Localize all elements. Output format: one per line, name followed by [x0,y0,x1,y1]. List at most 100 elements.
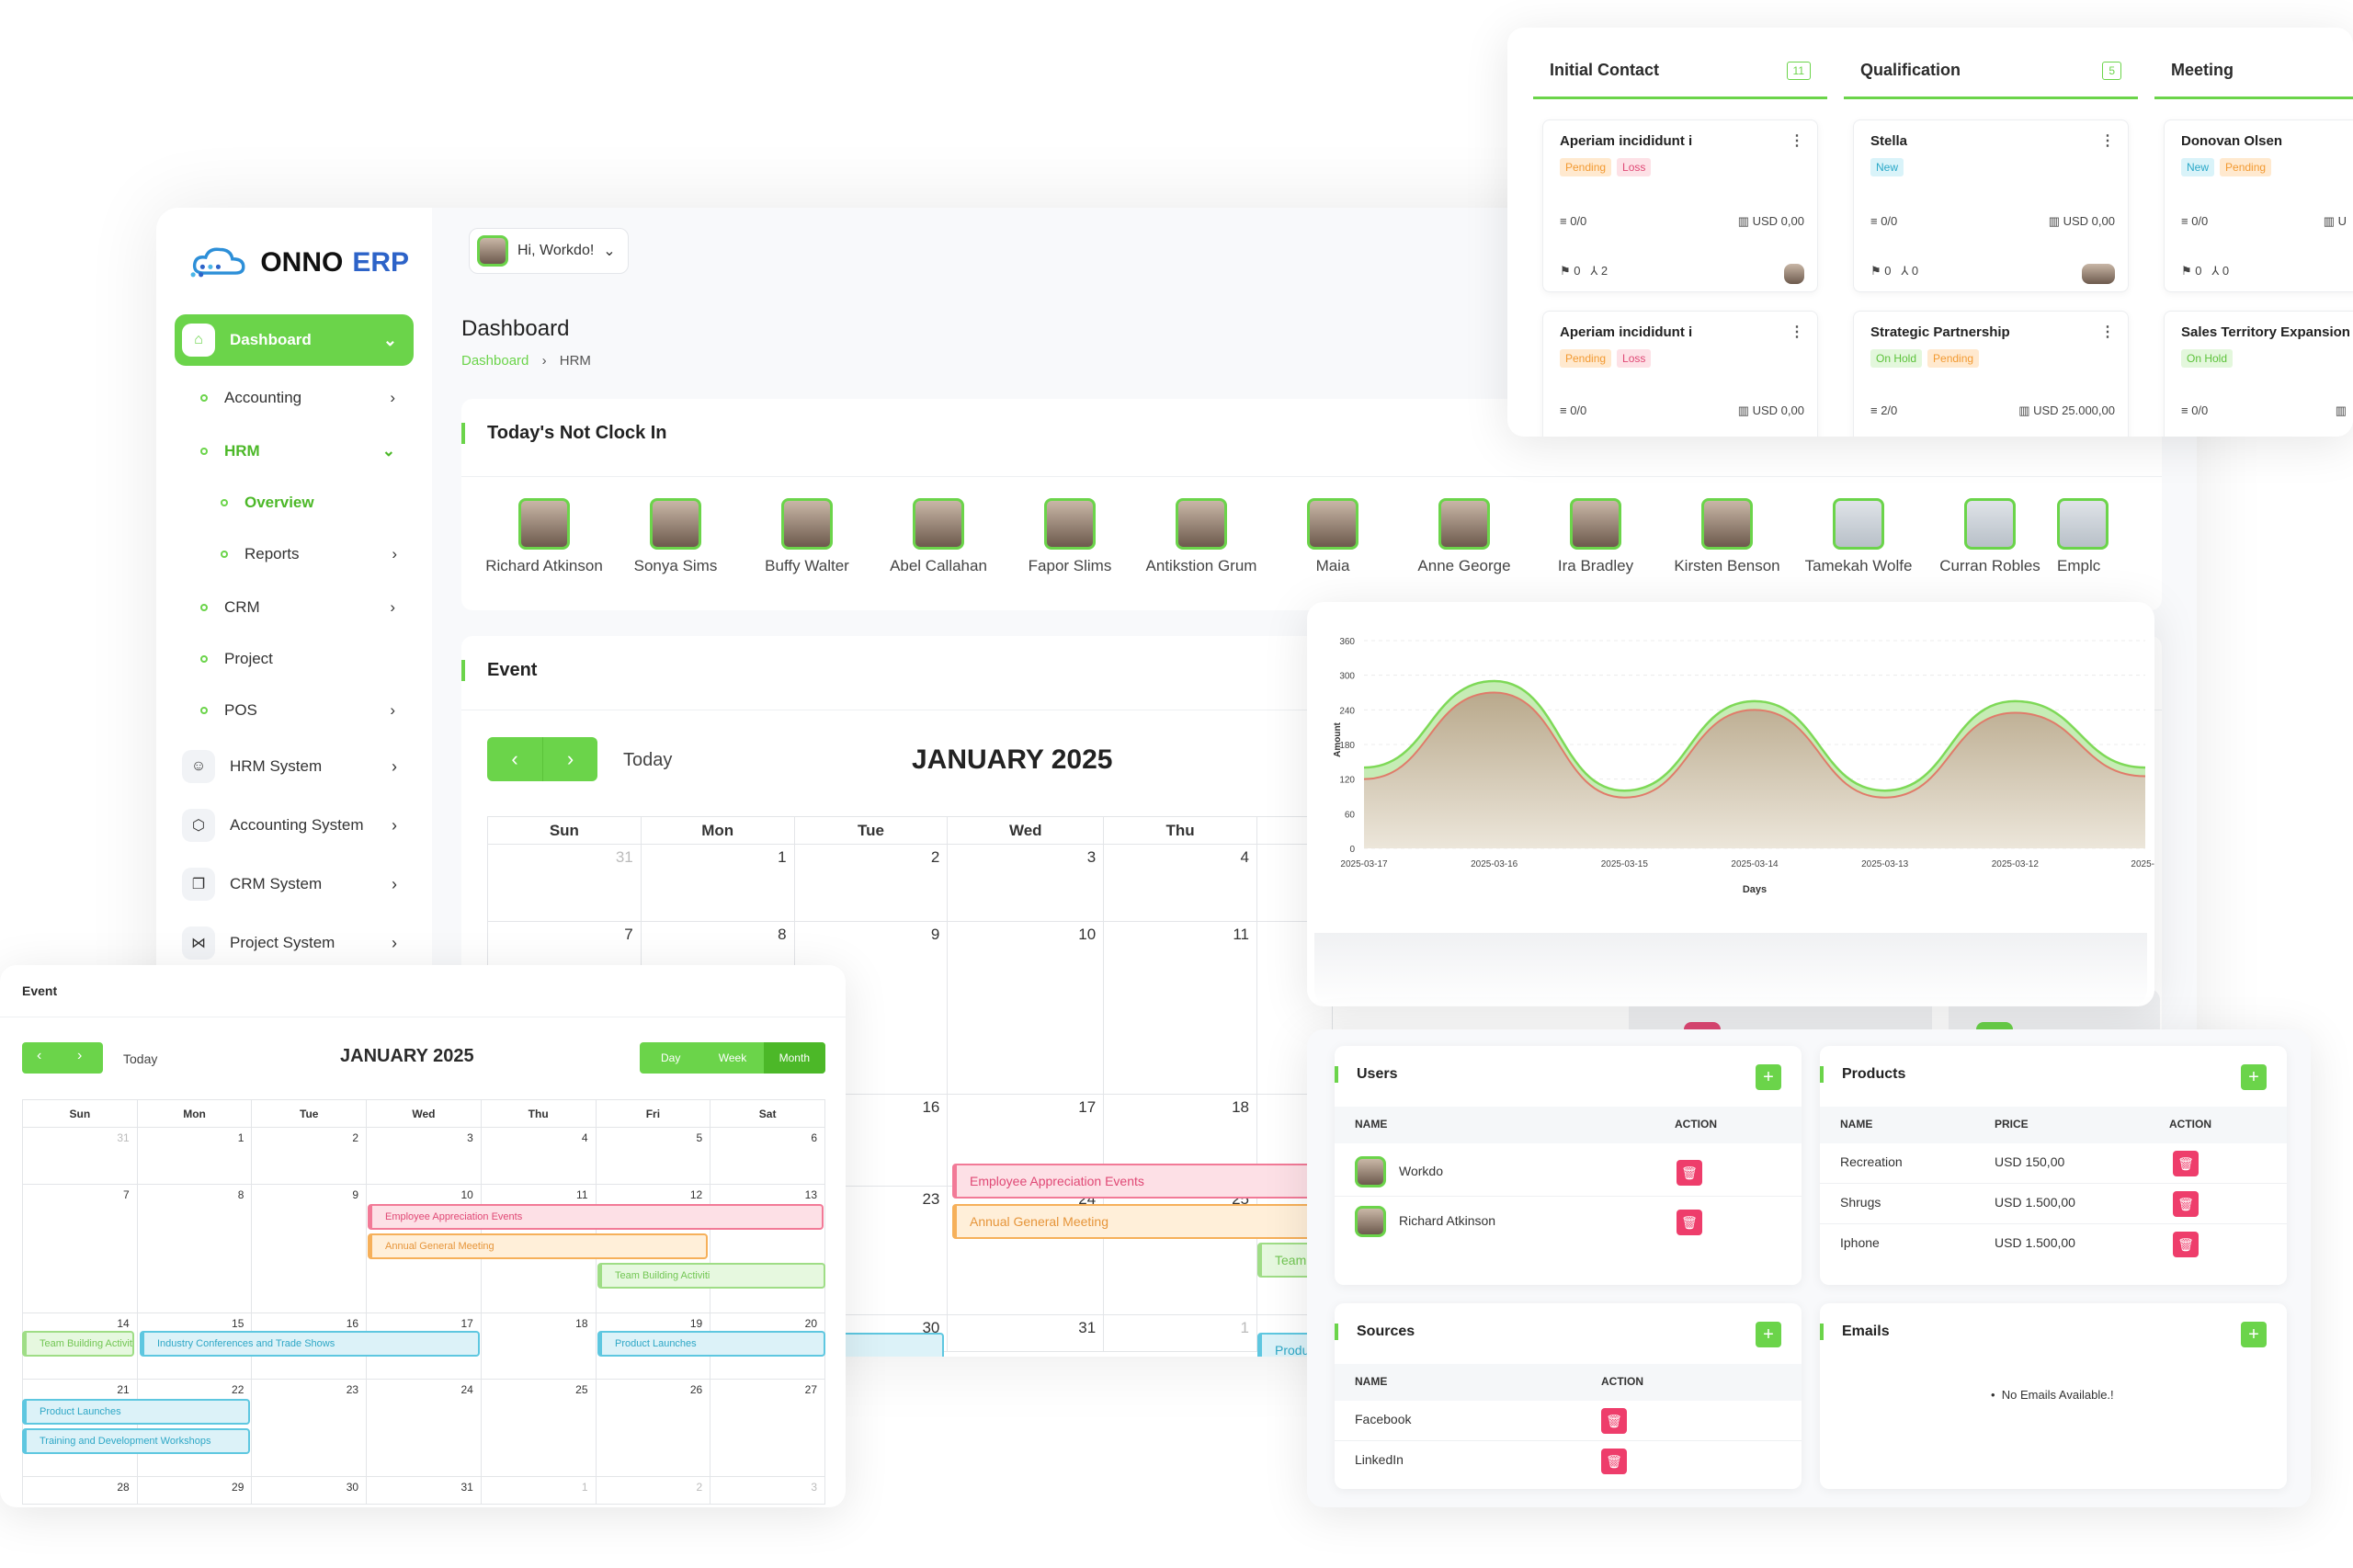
kanban-card[interactable]: Aperiam incididunt i ⋮ Pending Loss ≡ 0/0… [1542,311,1818,437]
calendar-day[interactable]: 5 [595,1127,711,1185]
sidebar-item-overview[interactable]: Overview [221,480,414,526]
sidebar-item-hrm-system[interactable]: ☺ HRM System › [175,741,414,792]
calendar-event[interactable]: Training and Development Workshops [22,1428,250,1454]
more-vertical-icon[interactable]: ⋮ [2100,133,2115,149]
employee-card[interactable]: Tamekah Wolfe [1794,498,1923,590]
sidebar-item-accounting[interactable]: Accounting › [200,375,412,421]
delete-button[interactable]: 🗑 [2173,1232,2199,1257]
prev-button[interactable]: ‹ [487,737,542,781]
employee-card[interactable]: Buffy Walter [743,498,871,590]
calendar-day[interactable]: 31 [366,1476,482,1505]
sidebar-item-hrm[interactable]: HRM ⌄ [200,428,412,474]
calendar-event[interactable]: Industry Conferences and Trade Shows [140,1331,480,1357]
calendar-day[interactable]: 4 [480,1127,597,1185]
employee-card[interactable]: Abel Callahan [874,498,1003,590]
today-button[interactable]: Today [123,1051,158,1066]
today-button[interactable]: Today [623,750,673,770]
calendar-day[interactable]: 26 [595,1379,711,1477]
employee-card[interactable]: Anne George [1400,498,1529,590]
calendar-day[interactable]: 3 [710,1476,825,1505]
calendar-day[interactable]: 6 [710,1127,825,1185]
calendar-day[interactable]: 25 [480,1379,597,1477]
view-month-button[interactable]: Month [763,1042,825,1074]
employee-card[interactable]: Ira Bradley [1531,498,1660,590]
calendar-event[interactable]: Employee Appreciation Events [952,1164,1338,1199]
sidebar-item-pos[interactable]: POS › [200,687,412,733]
sidebar-item-project[interactable]: Project [200,636,412,682]
next-button[interactable]: › [77,1048,83,1063]
calendar-day[interactable]: 2 [251,1127,368,1185]
more-vertical-icon[interactable]: ⋮ [1790,324,1804,340]
calendar-day[interactable]: 18 [480,1312,597,1380]
calendar-day[interactable]: 1 [640,844,795,922]
employee-card[interactable]: Richard Atkinson [480,498,608,590]
calendar-day[interactable]: 3 [366,1127,482,1185]
calendar-day[interactable]: 1 [480,1476,597,1505]
calendar-day[interactable]: 28 [22,1476,138,1505]
calendar-day[interactable]: 2 [793,844,949,922]
calendar-event[interactable]: Annual General Meeting [368,1233,708,1259]
sidebar-item-accounting-system[interactable]: ⬡ Accounting System › [175,800,414,851]
add-product-button[interactable]: + [2241,1064,2267,1090]
calendar-day[interactable]: 31 [487,844,642,922]
calendar-day[interactable]: 21 [22,1379,138,1477]
calendar-day[interactable]: 31 [22,1127,138,1185]
sidebar-item-dashboard[interactable]: ⌂ Dashboard ⌄ [175,314,414,366]
calendar-day[interactable]: 30 [251,1476,368,1505]
kanban-card[interactable]: Donovan Olsen New Pending ≡ 0/0 ▥ U ⚑ 0 ⅄ … [2164,119,2353,292]
calendar-event[interactable]: Employee Appreciation Events [368,1204,824,1230]
employee-card[interactable]: Curran Robles [1926,498,2054,590]
add-user-button[interactable]: + [1756,1064,1781,1090]
delete-button[interactable]: 🗑 [1601,1449,1627,1474]
user-menu[interactable]: Hi, Workdo! ⌄ [469,228,629,274]
calendar-day[interactable]: 4 [1103,844,1257,922]
sidebar-item-project-system[interactable]: ⋈ Project System › [175,917,414,969]
employee-card[interactable]: Antikstion Grum [1137,498,1266,590]
calendar-day[interactable]: 7 [22,1184,138,1313]
calendar-day[interactable]: 1 [1103,1314,1257,1352]
calendar-day[interactable]: 29 [136,1476,253,1505]
calendar-day[interactable]: 27 [710,1379,825,1477]
calendar-event[interactable]: Team Building Activiti [22,1331,134,1357]
calendar-day[interactable]: 9 [251,1184,368,1313]
employee-card[interactable]: Kirsten Benson [1663,498,1791,590]
delete-button[interactable]: 🗑 [1677,1160,1702,1186]
delete-button[interactable]: 🗑 [1601,1408,1627,1434]
calendar-day[interactable]: 24 [366,1379,482,1477]
employee-card[interactable]: Emplc [2057,498,2112,590]
calendar-day[interactable]: 2 [595,1476,711,1505]
sidebar-item-crm-system[interactable]: ❐ CRM System › [175,858,414,910]
sidebar-item-crm[interactable]: CRM › [200,585,412,631]
next-button[interactable]: › [542,737,597,781]
more-vertical-icon[interactable]: ⋮ [1790,133,1804,149]
prev-button[interactable]: ‹ [37,1048,42,1063]
delete-button[interactable]: 🗑 [2173,1191,2199,1217]
logo[interactable]: ONNO ERP [188,235,409,290]
calendar-day[interactable]: 1 [136,1127,253,1185]
view-day-button[interactable]: Day [660,1051,681,1064]
calendar-event[interactable]: Product Launches [597,1331,825,1357]
calendar-day[interactable]: 23 [251,1379,368,1477]
calendar-day[interactable]: 11 [1103,921,1257,1095]
add-source-button[interactable]: + [1756,1322,1781,1347]
employee-card[interactable]: Maia [1268,498,1397,590]
employee-card[interactable]: Fapor Slims [1006,498,1134,590]
kanban-card[interactable]: Stella ⋮ New ≡ 0/0 ▥ USD 0,00 ⚑ 0 ⅄ 0 [1853,119,2129,292]
calendar-event[interactable]: Product Launches [22,1399,250,1425]
kanban-card[interactable]: Sales Territory Expansion On Hold ≡ 0/0 ▥ [2164,311,2353,437]
kanban-card[interactable]: Strategic Partnership ⋮ On Hold Pending ≡… [1853,311,2129,437]
kanban-card[interactable]: Aperiam incididunt i ⋮ Pending Loss ≡ 0/0… [1542,119,1818,292]
delete-button[interactable]: 🗑 [2173,1151,2199,1176]
calendar-day[interactable]: 31 [947,1314,1105,1352]
calendar-day[interactable]: 10 [947,921,1105,1095]
view-week-button[interactable]: Week [718,1051,747,1064]
delete-button[interactable]: 🗑 [1677,1210,1702,1235]
sidebar-item-reports[interactable]: Reports › [221,531,414,577]
calendar-day[interactable]: 8 [136,1184,253,1313]
calendar-event[interactable]: Team Building Activiti [597,1263,825,1289]
employee-card[interactable]: Sonya Sims [611,498,740,590]
more-vertical-icon[interactable]: ⋮ [2100,324,2115,340]
add-email-button[interactable]: + [2241,1322,2267,1347]
breadcrumb-link[interactable]: Dashboard [461,353,529,369]
calendar-day[interactable]: 3 [947,844,1105,922]
